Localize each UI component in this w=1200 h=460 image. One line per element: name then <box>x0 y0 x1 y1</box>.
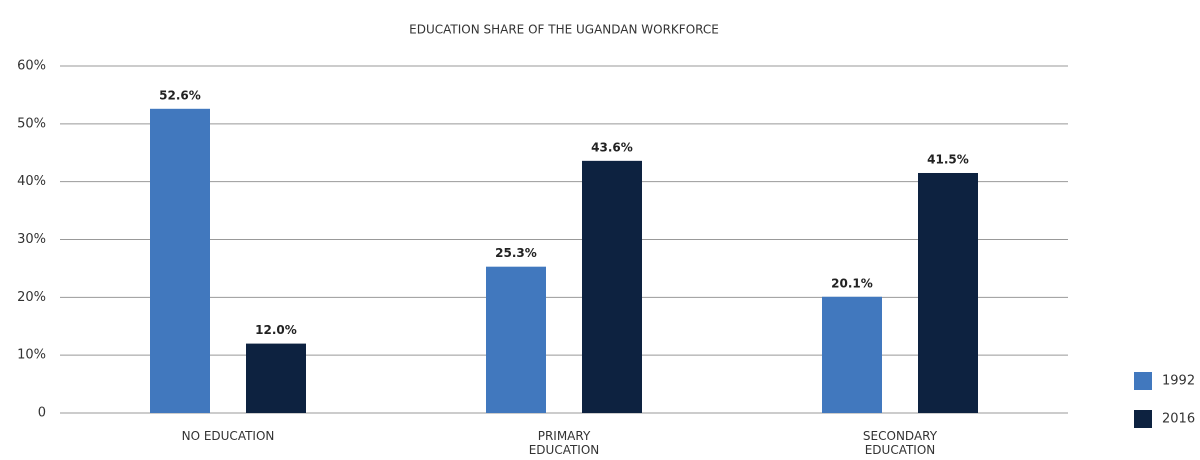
y-tick-label: 30% <box>17 232 46 247</box>
bar <box>822 296 882 413</box>
bar <box>582 160 642 413</box>
bar <box>150 108 210 414</box>
legend-label: 1992 <box>1162 374 1195 389</box>
legend-label: 2016 <box>1162 412 1195 427</box>
x-tick-label: NO EDUCATION <box>181 429 275 443</box>
data-label: 20.1% <box>831 276 873 290</box>
data-label: 25.3% <box>495 246 537 260</box>
x-tick-label: SECONDARY EDUCATION <box>862 429 938 457</box>
bar <box>486 266 546 413</box>
y-tick-label: 20% <box>17 290 46 305</box>
y-tick-label: 0 <box>38 406 46 421</box>
legend-swatch <box>1134 410 1152 428</box>
x-tick-label: PRIMARY EDUCATION <box>528 429 600 457</box>
y-tick-label: 40% <box>17 174 46 189</box>
data-label: 52.6% <box>159 88 201 102</box>
bar <box>918 172 978 413</box>
legend-swatch <box>1134 372 1152 390</box>
data-label: 43.6% <box>591 140 633 154</box>
y-tick-label: 50% <box>17 116 46 131</box>
data-label: 41.5% <box>927 152 969 166</box>
data-label: 12.0% <box>255 323 297 337</box>
y-tick-label: 60% <box>17 59 46 74</box>
chart-title: EDUCATION SHARE OF THE UGANDAN WORKFORCE <box>409 23 719 37</box>
y-tick-label: 10% <box>17 348 46 363</box>
bar <box>246 343 306 413</box>
